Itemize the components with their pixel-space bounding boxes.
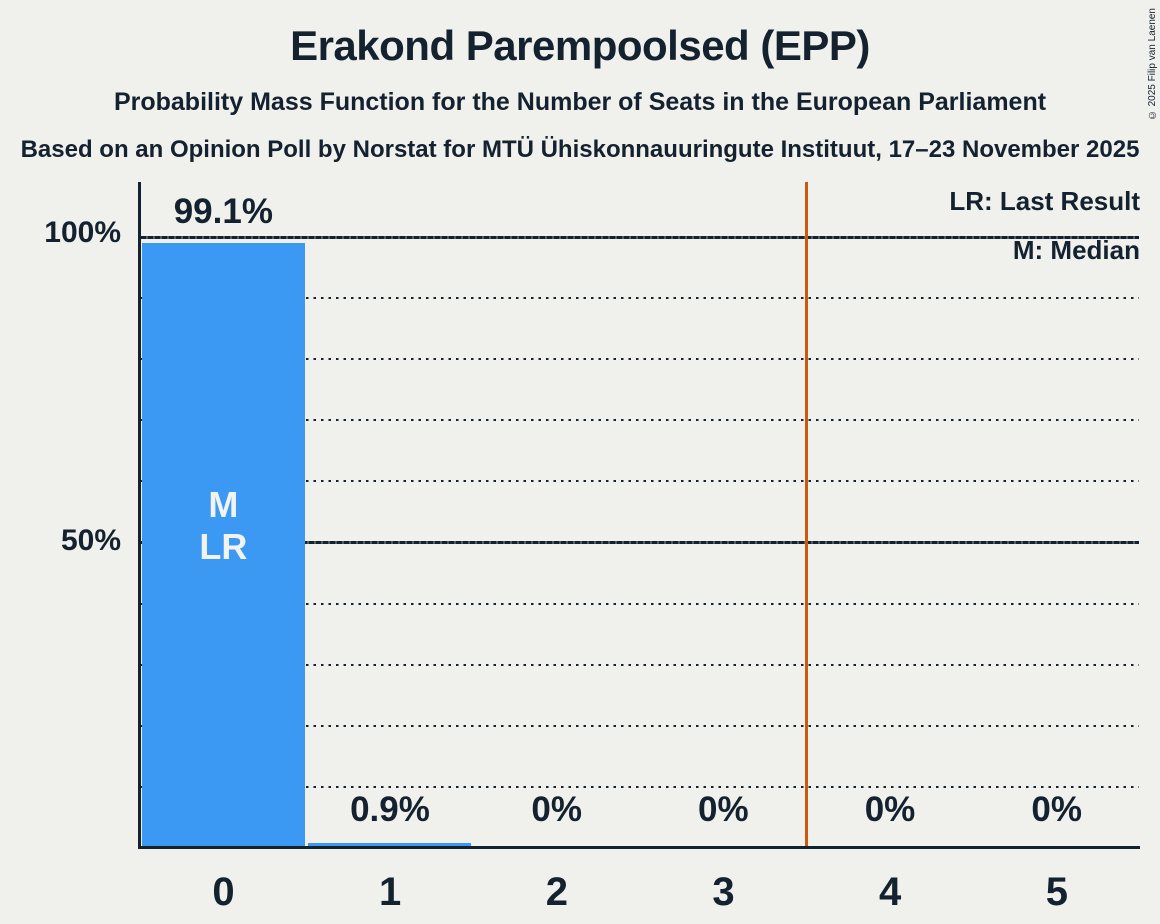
bar-value-label-4: 0% (864, 790, 916, 829)
x-tick-label-0: 0 (212, 870, 235, 914)
chart-source-text: Based on an Opinion Poll by Norstat for … (20, 136, 1140, 163)
last-result-marker: LR (199, 526, 248, 567)
x-tick-label-4: 4 (879, 870, 902, 914)
gridline-dotted-30 (141, 663, 1139, 666)
gridline-dotted-70 (141, 419, 1139, 422)
gridline-solid-100 (141, 235, 1139, 239)
plot-area: 99.1% 0.9% 0% 0% 0% 0% M LR (140, 182, 1140, 848)
copyright-notice: © 2025 Filip van Laenen (1147, 8, 1158, 121)
gridline-dotted-10 (141, 785, 1139, 788)
median-last-result-markers: M LR (140, 484, 307, 568)
x-tick-label-2: 2 (545, 870, 568, 914)
gridline-dotted-20 (141, 724, 1139, 727)
x-tick-label-5: 5 (1045, 870, 1068, 914)
bar-value-label-3: 0% (698, 790, 749, 829)
x-axis-tick-labels: 0 1 2 3 4 5 (140, 870, 1140, 920)
bar-value-label-2: 0% (531, 790, 582, 829)
gridline-solid-50 (141, 541, 1139, 544)
bar-seats-1 (308, 842, 472, 848)
bar-value-label-0: 99.1% (173, 192, 273, 232)
gridline-dotted-60 (141, 480, 1139, 483)
gridline-dotted-80 (141, 358, 1139, 361)
y-axis-label-50: 50% (60, 524, 121, 557)
x-tick-label-1: 1 (379, 870, 402, 914)
y-axis-line (138, 182, 141, 849)
legend-median-label: M: Median (1012, 235, 1140, 265)
chart-source-line: Based on an Opinion Poll by Norstat for … (0, 136, 1160, 164)
legend-last-result-label: LR: Last Result (949, 186, 1140, 216)
bar-value-label-1: 0.9% (350, 790, 430, 829)
x-tick-label-3: 3 (712, 870, 735, 914)
y-axis-label-100: 100% (44, 216, 121, 249)
last-result-threshold-line (805, 182, 809, 846)
gridline-dotted-40 (141, 602, 1139, 605)
bar-seats-0 (141, 242, 305, 848)
chart-title: Erakond Parempoolsed (EPP) (290, 22, 870, 69)
bar-value-label-5: 0% (1031, 790, 1082, 829)
gridline-dotted-90 (141, 297, 1139, 300)
x-axis-line (138, 846, 1140, 849)
median-marker: M (208, 484, 239, 525)
chart-subtitle: Probability Mass Function for the Number… (113, 88, 1047, 116)
